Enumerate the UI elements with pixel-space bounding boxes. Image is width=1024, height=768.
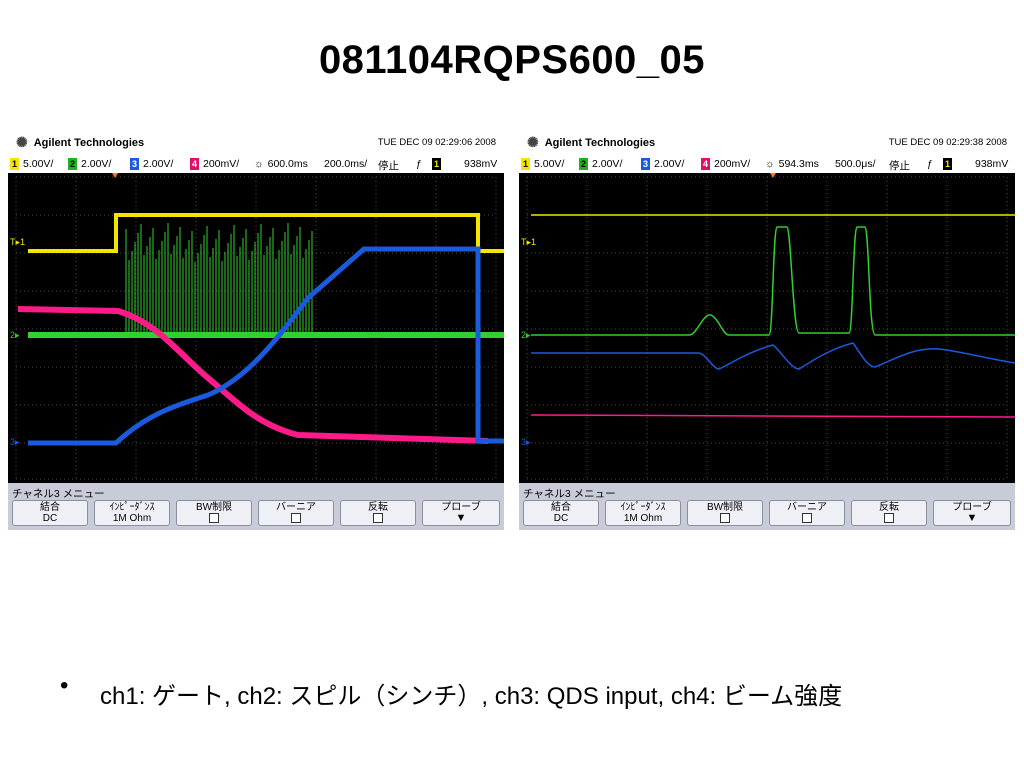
ch2-ground-marker: 2▸ xyxy=(10,330,20,340)
coupling-button[interactable]: 結合 DC xyxy=(523,500,599,526)
ch1-trace xyxy=(28,213,504,253)
scope-datetime: TUE DEC 09 02:29:38 2008 xyxy=(888,137,1007,148)
ch2-scale: 2 2.00V/ xyxy=(68,158,112,170)
vernier-button[interactable]: バーニア xyxy=(769,500,845,526)
brand-logo: ✺ Agilent Technologies xyxy=(527,134,656,150)
scope-status-bar: 1 5.00V/ 2 2.00V/ 3 2.00V/ 4 200mV/ ☼ 594.3ms… xyxy=(519,156,1015,173)
ch3-scale: 3 2.00V/ xyxy=(130,158,174,170)
trigger-delay-icon: ☼ xyxy=(254,158,264,170)
ch2-spikes xyxy=(125,223,313,335)
trigger-level: 938mV xyxy=(464,158,498,170)
ch4-scale: 4 200mV/ xyxy=(190,158,240,170)
ch1-ground-marker: T▸1 xyxy=(10,237,25,247)
ch1-scale: 1 5.00V/ xyxy=(521,158,565,170)
slide-caption: ch1: ゲート, ch2: スピル（シンチ）, ch3: QDS input,… xyxy=(100,683,843,710)
menu-title: チャネル3 メニュー xyxy=(523,488,616,500)
trigger-source: 1 xyxy=(943,158,952,170)
arrow-down-icon: ▼ xyxy=(455,512,467,524)
ch1-ground-marker: T▸1 xyxy=(521,237,536,247)
impedance-button[interactable]: ｲﾝﾋﾟｰﾀﾞﾝｽ 1M Ohm xyxy=(94,500,170,526)
ch3-trace xyxy=(28,246,504,446)
scope-header: ✺ Agilent Technologies TUE DEC 09 02:29:… xyxy=(8,128,504,156)
trigger-level: 938mV xyxy=(975,158,1009,170)
bw-limit-button[interactable]: BW制限 xyxy=(176,500,252,526)
scope-header: ✺ Agilent Technologies TUE DEC 09 02:29:… xyxy=(519,128,1015,156)
ch3-ground-marker: 3▸ xyxy=(521,437,531,447)
waveform-svg-right: T▸1 2▸ 3▸ xyxy=(521,173,1015,480)
scope-datetime: TUE DEC 09 02:29:06 2008 xyxy=(377,137,496,148)
agilent-spark-icon: ✺ xyxy=(16,134,28,150)
scope-screenshot-right: ✺ Agilent Technologies TUE DEC 09 02:29:… xyxy=(519,128,1015,530)
trigger-edge-icon: ƒ xyxy=(416,158,422,170)
delay-readout: ☼ 600.0ms xyxy=(254,158,308,170)
ch3-ground-marker: 3▸ xyxy=(10,437,20,447)
run-state: 停止 xyxy=(889,160,910,172)
impedance-button[interactable]: ｲﾝﾋﾟｰﾀﾞﾝｽ 1M Ohm xyxy=(605,500,681,526)
probe-button[interactable]: プローブ ▼ xyxy=(422,500,500,526)
ch4-scale: 4 200mV/ xyxy=(701,158,751,170)
waveform-svg-left: T▸1 2▸ 3▸ xyxy=(10,173,504,480)
slide-title: 081104RQPS600_05 xyxy=(318,38,706,82)
ch3-trace xyxy=(531,342,1015,370)
trigger-edge-icon: ƒ xyxy=(927,158,933,170)
ch3-scale: 3 2.00V/ xyxy=(641,158,685,170)
timebase-readout: 200.0ms/ xyxy=(324,158,368,170)
run-state: 停止 xyxy=(378,160,399,172)
invert-button[interactable]: 反転 xyxy=(851,500,927,526)
ch4-trace xyxy=(17,306,489,444)
agilent-spark-icon: ✺ xyxy=(527,134,539,150)
trigger-delay-icon: ☼ xyxy=(765,158,775,170)
checkbox-icon xyxy=(209,513,219,523)
ch2-ground-marker: 2▸ xyxy=(521,330,531,340)
vernier-button[interactable]: バーニア xyxy=(258,500,334,526)
waveform-display: T▸1 2▸ 3▸ xyxy=(519,173,1015,483)
checkbox-icon xyxy=(291,513,301,523)
arrow-down-icon: ▼ xyxy=(966,512,978,524)
brand-logo: ✺ Agilent Technologies xyxy=(16,134,145,150)
channel-menu: チャネル3 メニュー 結合 DC ｲﾝﾋﾟｰﾀﾞﾝｽ 1M Ohm BW制限 バーニ… xyxy=(8,483,504,530)
bw-limit-button[interactable]: BW制限 xyxy=(687,500,763,526)
trigger-position-marker xyxy=(770,173,776,178)
checkbox-icon xyxy=(802,513,812,523)
coupling-button[interactable]: 結合 DC xyxy=(12,500,88,526)
timebase-readout: 500.0μs/ xyxy=(835,158,876,170)
invert-button[interactable]: 反転 xyxy=(340,500,416,526)
scope-screenshot-left: ✺ Agilent Technologies TUE DEC 09 02:29:… xyxy=(8,128,504,530)
ch4-trace xyxy=(530,414,1015,418)
probe-button[interactable]: プローブ ▼ xyxy=(933,500,1011,526)
checkbox-icon xyxy=(884,513,894,523)
checkbox-icon xyxy=(373,513,383,523)
delay-readout: ☼ 594.3ms xyxy=(765,158,819,170)
menu-title: チャネル3 メニュー xyxy=(12,488,105,500)
checkbox-icon xyxy=(720,513,730,523)
ch1-scale: 1 5.00V/ xyxy=(10,158,54,170)
ch2-trace xyxy=(531,226,1015,336)
trigger-position-marker xyxy=(112,173,118,178)
waveform-display: T▸1 2▸ 3▸ xyxy=(8,173,504,483)
grid xyxy=(15,176,497,480)
bullet-icon: • xyxy=(60,672,69,699)
grid xyxy=(526,176,1008,480)
ch2-scale: 2 2.00V/ xyxy=(579,158,623,170)
scope-status-bar: 1 5.00V/ 2 2.00V/ 3 2.00V/ 4 200mV/ ☼ 600.0ms… xyxy=(8,156,504,173)
trigger-source: 1 xyxy=(432,158,441,170)
channel-menu: チャネル3 メニュー 結合 DC ｲﾝﾋﾟｰﾀﾞﾝｽ 1M Ohm BW制限 バーニ… xyxy=(519,483,1015,530)
